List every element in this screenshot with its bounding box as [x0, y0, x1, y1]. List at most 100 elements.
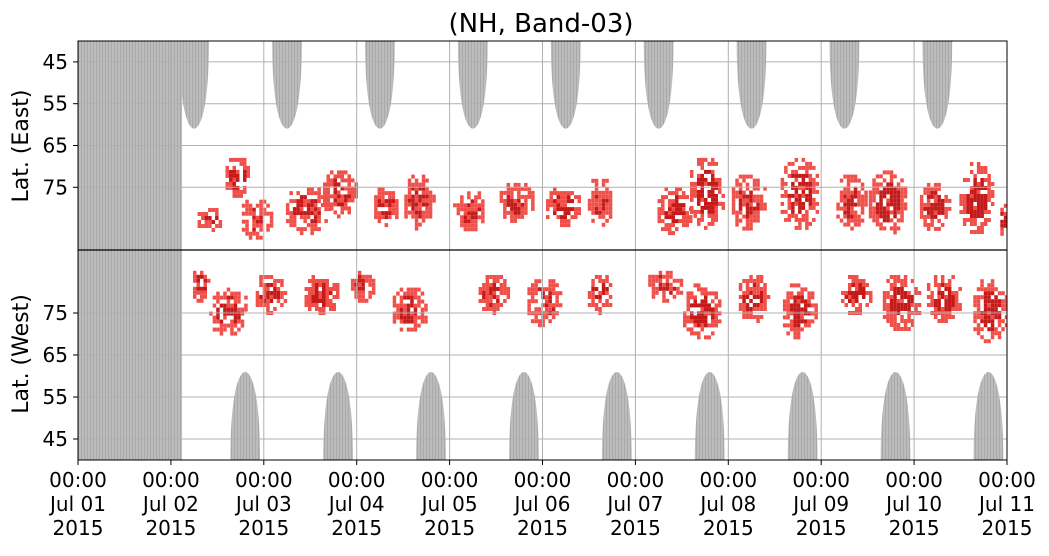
- activity-cell: [711, 213, 715, 218]
- activity-cell: [598, 202, 602, 207]
- activity-cell: [230, 323, 234, 328]
- activity-cell: [990, 299, 995, 304]
- activity-cell: [377, 203, 382, 208]
- activity-cell: [889, 323, 894, 327]
- activity-cell: [587, 202, 592, 207]
- activity-cell: [392, 295, 397, 300]
- activity-cell: [306, 211, 311, 216]
- activity-cell: [711, 161, 715, 166]
- activity-cell: [608, 214, 613, 219]
- activity-cell: [672, 294, 677, 299]
- activity-cell: [704, 323, 708, 328]
- activity-cell: [846, 218, 851, 223]
- activity-cell: [499, 303, 504, 307]
- activity-cell: [889, 170, 894, 175]
- activity-cell: [903, 202, 908, 207]
- activity-cell: [846, 186, 851, 191]
- activity-cell: [980, 202, 984, 206]
- activity-cell: [962, 194, 967, 198]
- activity-cell: [496, 275, 500, 279]
- activity-cell: [266, 223, 270, 228]
- activity-cell: [812, 177, 816, 182]
- activity-cell: [289, 191, 293, 196]
- activity-cell: [937, 319, 941, 323]
- activity-cell: [467, 195, 471, 200]
- activity-cell: [276, 279, 281, 283]
- activity-cell: [651, 282, 656, 287]
- activity-cell: [700, 205, 704, 210]
- activity-cell: [506, 194, 511, 199]
- activity-cell: [283, 299, 288, 303]
- activity-cell: [239, 157, 243, 162]
- activity-cell: [425, 194, 429, 199]
- activity-cell: [714, 307, 718, 312]
- activity-cell: [485, 291, 490, 295]
- activity-cell: [711, 177, 715, 182]
- activity-cell: [944, 287, 948, 291]
- activity-cell: [672, 286, 677, 291]
- activity-cell: [745, 307, 750, 311]
- activity-blob: [959, 162, 995, 234]
- activity-cell: [259, 203, 263, 208]
- activity-cell: [704, 177, 708, 182]
- activity-cell: [745, 291, 750, 295]
- activity-cell: [759, 194, 764, 199]
- activity-blob: [478, 275, 511, 315]
- activity-cell: [917, 291, 922, 295]
- activity-cell: [317, 191, 321, 196]
- activity-cell: [742, 190, 746, 195]
- activity-cell: [381, 191, 385, 196]
- activity-cell: [558, 291, 563, 296]
- activity-cell: [893, 198, 897, 203]
- activity-cell: [1004, 315, 1007, 320]
- activity-cell: [313, 227, 318, 232]
- activity-cell: [879, 202, 883, 207]
- activity-cell: [914, 307, 918, 311]
- activity-cell: [313, 211, 318, 216]
- no-data-lobe-west: [509, 372, 539, 460]
- activity-cell: [697, 193, 701, 198]
- activity-cell: [225, 165, 229, 170]
- activity-cell: [926, 222, 931, 227]
- activity-cell: [872, 190, 876, 195]
- activity-cell: [791, 209, 795, 214]
- activity-cell: [976, 202, 981, 206]
- activity-cell: [759, 315, 764, 319]
- activity-blob: [731, 174, 767, 231]
- activity-cell: [850, 198, 854, 203]
- activity-cell: [377, 187, 382, 192]
- activity-cell: [872, 218, 876, 223]
- activity-cell: [517, 190, 521, 195]
- x-tick-label-line: 00:00: [49, 468, 107, 492]
- activity-cell: [738, 283, 743, 287]
- activity-cell: [421, 214, 426, 219]
- activity-cell: [351, 198, 355, 203]
- activity-cell: [361, 294, 365, 299]
- activity-cell: [414, 210, 419, 215]
- activity-cell: [317, 187, 321, 192]
- activity-cell: [697, 177, 701, 182]
- activity-cell: [315, 299, 319, 303]
- activity-cell: [203, 278, 207, 283]
- activity-cell: [266, 295, 270, 299]
- activity-cell: [551, 307, 556, 312]
- activity-cell: [499, 275, 504, 279]
- activity-cell: [704, 335, 708, 340]
- activity-cell: [594, 295, 599, 299]
- activity-cell: [803, 287, 808, 292]
- activity-cell: [245, 199, 249, 204]
- activity-cell: [987, 198, 991, 202]
- activity-cell: [598, 295, 602, 299]
- activity-cell: [675, 191, 679, 196]
- activity-cell: [492, 295, 497, 299]
- activity-cell: [460, 199, 464, 204]
- activity-cell: [850, 190, 854, 195]
- activity-cell: [371, 290, 376, 295]
- activity-cell: [983, 303, 988, 308]
- activity-cell: [731, 198, 736, 203]
- activity-cell: [237, 315, 241, 320]
- activity-cell: [428, 206, 433, 211]
- activity-cell: [749, 210, 753, 215]
